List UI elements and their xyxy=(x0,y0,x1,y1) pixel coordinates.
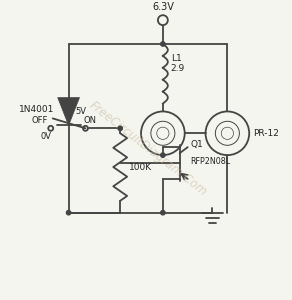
Circle shape xyxy=(161,153,165,157)
Text: 5V: 5V xyxy=(75,107,86,116)
Text: FreeCircuitDiagram.Com: FreeCircuitDiagram.Com xyxy=(86,99,209,199)
Circle shape xyxy=(161,211,165,215)
Text: OFF: OFF xyxy=(31,116,48,125)
Text: ON: ON xyxy=(84,116,96,125)
Text: L1: L1 xyxy=(171,54,182,63)
Text: 6.3V: 6.3V xyxy=(152,2,174,12)
Polygon shape xyxy=(58,98,79,125)
Text: Q1: Q1 xyxy=(191,140,204,149)
Text: 1N4001: 1N4001 xyxy=(19,105,55,114)
Text: 0V: 0V xyxy=(40,132,51,141)
Text: PR-12: PR-12 xyxy=(253,129,279,138)
Circle shape xyxy=(161,42,165,46)
Text: RFP2N08L: RFP2N08L xyxy=(191,157,231,166)
Text: 2.9: 2.9 xyxy=(171,64,185,73)
Text: 100K: 100K xyxy=(129,163,152,172)
Circle shape xyxy=(66,211,71,215)
Circle shape xyxy=(118,126,122,130)
